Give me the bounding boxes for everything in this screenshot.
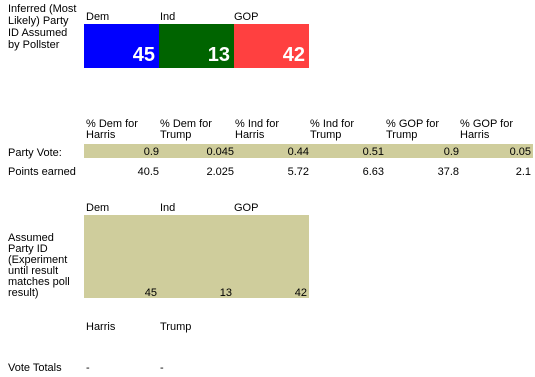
header-gop-for-trump: % GOP for Trump (386, 118, 439, 141)
assumed-ind-value[interactable]: 13 (219, 287, 232, 299)
party-vote-gop-harris[interactable]: 0.05 (509, 146, 531, 158)
header-dem-for-harris: % Dem for Harris (86, 118, 138, 141)
header-ind-for-trump: % Ind for Trump (310, 118, 355, 141)
header-dem-for-trump: % Dem for Trump (160, 118, 212, 141)
assumed-party-id-fill (84, 215, 309, 298)
points-dem-harris[interactable]: 40.5 (137, 166, 159, 178)
party-header-dem: Dem (86, 11, 110, 23)
dem-share-value: 45 (132, 44, 155, 66)
party-vote-ind-trump[interactable]: 0.51 (362, 146, 384, 158)
assumed-header-gop: GOP (234, 202, 259, 214)
candidate-harris-label: Harris (86, 321, 116, 333)
vote-totals-label: Vote Totals (8, 362, 62, 374)
assumed-gop-value[interactable]: 42 (294, 287, 307, 299)
points-ind-trump[interactable]: 6.63 (362, 166, 384, 178)
vote-total-harris[interactable]: - (86, 362, 90, 374)
assumed-party-id-label: Assumed Party ID (Experiment until resul… (8, 232, 70, 299)
party-vote-label: Party Vote: (8, 147, 62, 159)
ind-share-cell[interactable]: 13 (159, 24, 234, 68)
inferred-party-id-label: Inferred (Most Likely) Party ID Assumed … (8, 3, 77, 51)
candidate-trump-label: Trump (160, 321, 192, 333)
header-gop-for-harris: % GOP for Harris (460, 118, 513, 141)
party-header-gop: GOP (234, 11, 259, 23)
assumed-header-dem: Dem (86, 202, 110, 214)
party-vote-ind-harris[interactable]: 0.44 (287, 146, 309, 158)
party-header-ind: Ind (160, 11, 176, 23)
points-gop-harris[interactable]: 2.1 (515, 166, 531, 178)
points-earned-label: Points earned (8, 166, 76, 178)
header-ind-for-harris: % Ind for Harris (235, 118, 280, 141)
party-vote-gop-trump[interactable]: 0.9 (443, 146, 459, 158)
gop-share-cell[interactable]: 42 (234, 24, 309, 68)
assumed-header-ind: Ind (160, 202, 176, 214)
gop-share-value: 42 (282, 44, 305, 66)
party-vote-dem-trump[interactable]: 0.045 (206, 146, 234, 158)
points-ind-harris[interactable]: 5.72 (287, 166, 309, 178)
party-vote-row-fill (84, 144, 533, 158)
party-vote-dem-harris[interactable]: 0.9 (143, 146, 159, 158)
ind-share-value: 13 (207, 44, 230, 66)
points-gop-trump[interactable]: 37.8 (437, 166, 459, 178)
points-dem-trump[interactable]: 2.025 (206, 166, 234, 178)
vote-total-trump[interactable]: - (160, 362, 164, 374)
dem-share-cell[interactable]: 45 (84, 24, 159, 68)
assumed-dem-value[interactable]: 45 (144, 287, 157, 299)
